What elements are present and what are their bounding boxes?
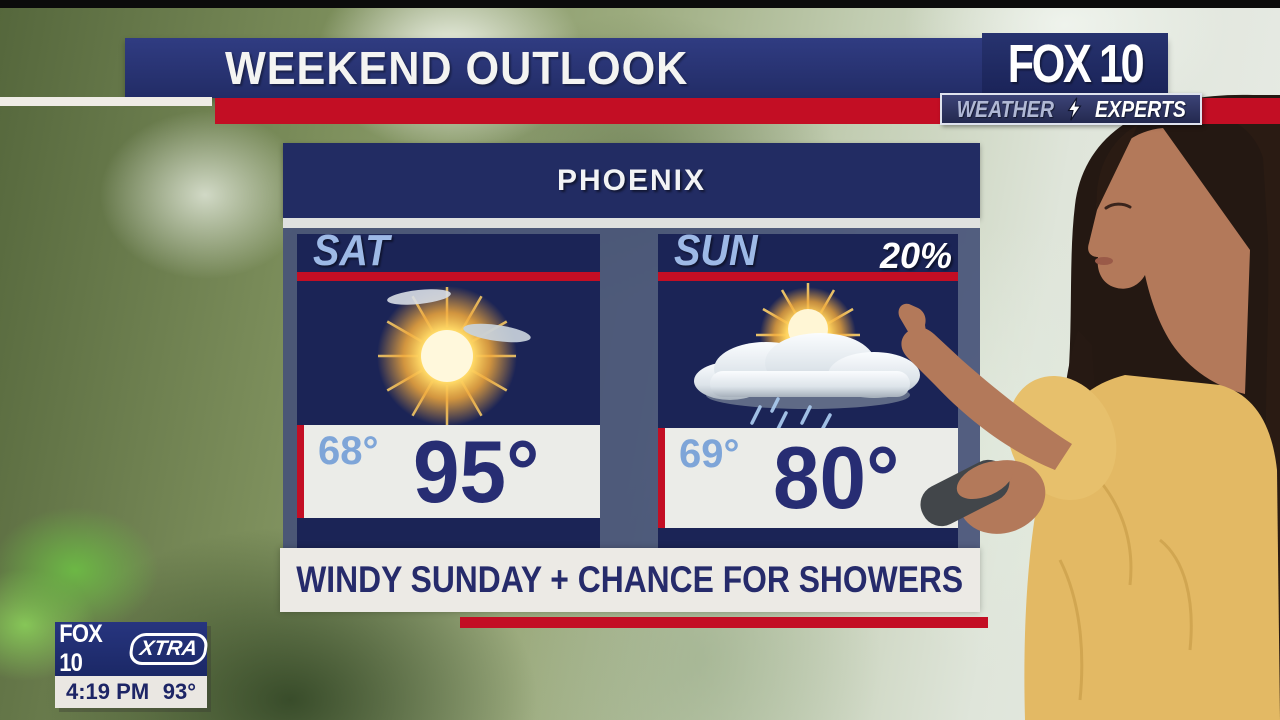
precip-chance: 20% [879, 235, 952, 276]
bug-time: 4:19 PM [66, 679, 150, 704]
saturday-temps: 68° 95° [297, 425, 600, 518]
weather-label: WEATHER [956, 95, 1054, 122]
header-divider [283, 218, 980, 228]
sunday-divider [658, 272, 958, 281]
experts-label: EXPERTS [1095, 95, 1187, 122]
fox10-logo-text: FOX 10 [1007, 34, 1145, 94]
saturday-divider [297, 272, 600, 281]
bug-fox10-text: FOX 10 [59, 620, 102, 677]
sunday-low: 69° [679, 432, 740, 476]
sunday-temps: 69° 80° [658, 428, 958, 528]
fox10-logo: FOX 10 [982, 33, 1168, 95]
lightning-bolt-icon [1067, 97, 1082, 121]
forecast-card: PHOENIX SAT [280, 143, 988, 635]
sunday-high: 80° [772, 428, 900, 527]
bug-temperature: 93° [162, 679, 196, 704]
station-bug: FOX 10 XTRA 4:19 PM 93° [55, 620, 210, 708]
saturday-label: SAT [313, 226, 390, 275]
location-header: PHOENIX [283, 143, 980, 218]
location-name: PHOENIX [556, 163, 707, 197]
station-bug-logo: FOX 10 XTRA [55, 620, 210, 677]
forecast-summary-text: WINDY SUNDAY + CHANCE FOR SHOWERS [296, 559, 964, 600]
saturday-high: 95° [413, 421, 540, 521]
summary-underline [460, 617, 988, 628]
weather-experts-badge: WEATHER EXPERTS [940, 93, 1202, 125]
banner-left-stripe [0, 97, 212, 106]
saturday-low: 68° [318, 429, 379, 473]
sunday-label: SUN [674, 226, 758, 275]
station-bug-info: 4:19 PM 93° [55, 676, 207, 708]
letterbox-bar [0, 0, 1280, 8]
bug-xtra-badge: XTRA [127, 633, 210, 665]
forecast-summary: WINDY SUNDAY + CHANCE FOR SHOWERS [280, 548, 980, 612]
banner-title: WEEKEND OUTLOOK [225, 42, 689, 94]
